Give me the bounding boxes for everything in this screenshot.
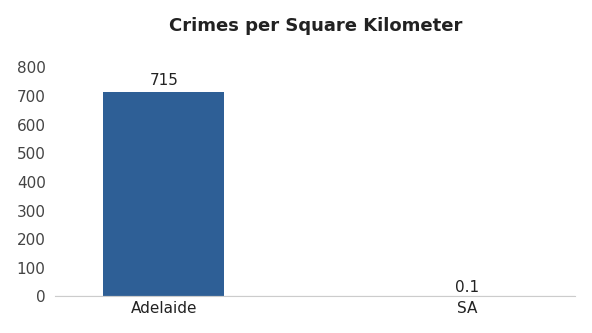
Bar bbox=[103, 92, 224, 296]
Title: Crimes per Square Kilometer: Crimes per Square Kilometer bbox=[169, 17, 462, 35]
Text: 0.1: 0.1 bbox=[455, 280, 479, 295]
Text: 715: 715 bbox=[149, 73, 178, 88]
